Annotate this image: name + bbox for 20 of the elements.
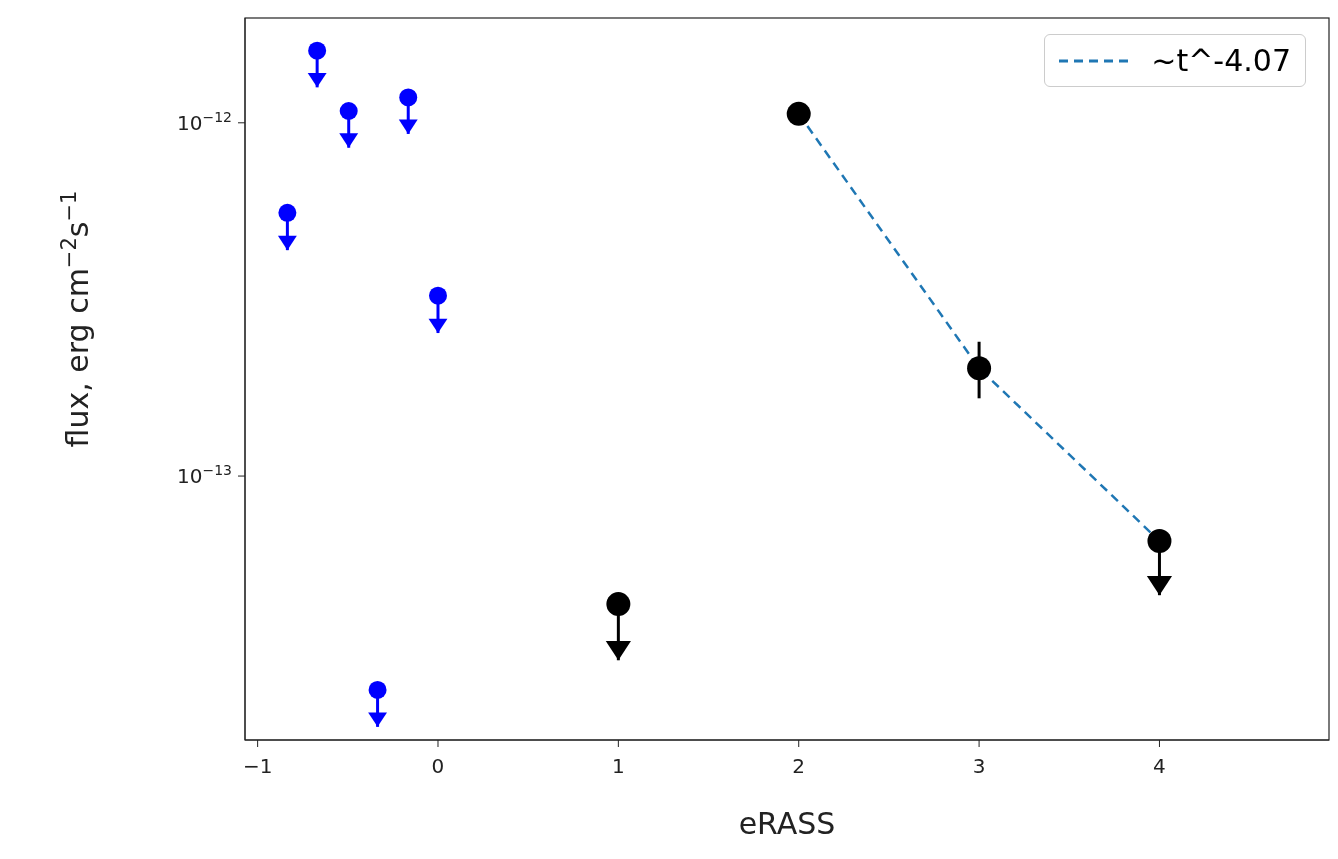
x-tick-label: 1: [611, 754, 625, 778]
point: [606, 592, 631, 617]
y-tick-label: 10$^{−13}$: [177, 462, 232, 489]
point: [967, 356, 992, 381]
point: [399, 88, 418, 107]
legend-label: ~t^-4.07: [1151, 43, 1291, 78]
x-tick-label: 3: [972, 754, 986, 778]
x-axis-title: eRASS: [738, 806, 836, 841]
point: [1147, 528, 1172, 553]
point: [368, 680, 387, 699]
x-tick-label: 0: [431, 754, 445, 778]
y-tick-label: 10$^{−12}$: [177, 108, 232, 135]
point: [428, 286, 447, 305]
point: [339, 101, 358, 120]
x-tick-label: −1: [242, 754, 273, 778]
x-tick-label: 2: [792, 754, 806, 778]
point: [308, 41, 327, 60]
point: [786, 101, 811, 126]
x-tick-label: 4: [1153, 754, 1166, 778]
point: [278, 203, 297, 222]
